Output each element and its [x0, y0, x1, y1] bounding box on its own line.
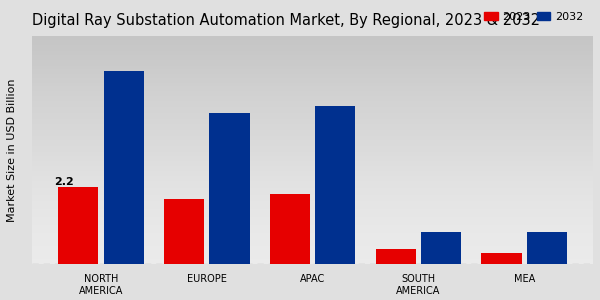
Text: 2.2: 2.2	[54, 177, 74, 187]
Y-axis label: Market Size in USD Billion: Market Size in USD Billion	[7, 78, 17, 222]
Bar	[315, 106, 355, 264]
Bar	[58, 187, 98, 264]
Text: Digital Ray Substation Automation Market, By Regional, 2023 & 2032: Digital Ray Substation Automation Market…	[32, 13, 540, 28]
Bar	[481, 253, 521, 264]
Bar	[421, 232, 461, 264]
Bar	[527, 232, 567, 264]
Bar	[164, 199, 204, 264]
Bar	[376, 249, 416, 264]
Bar	[270, 194, 310, 264]
Bar	[104, 71, 144, 264]
Bar	[209, 113, 250, 264]
Legend: 2023, 2032: 2023, 2032	[480, 8, 587, 26]
